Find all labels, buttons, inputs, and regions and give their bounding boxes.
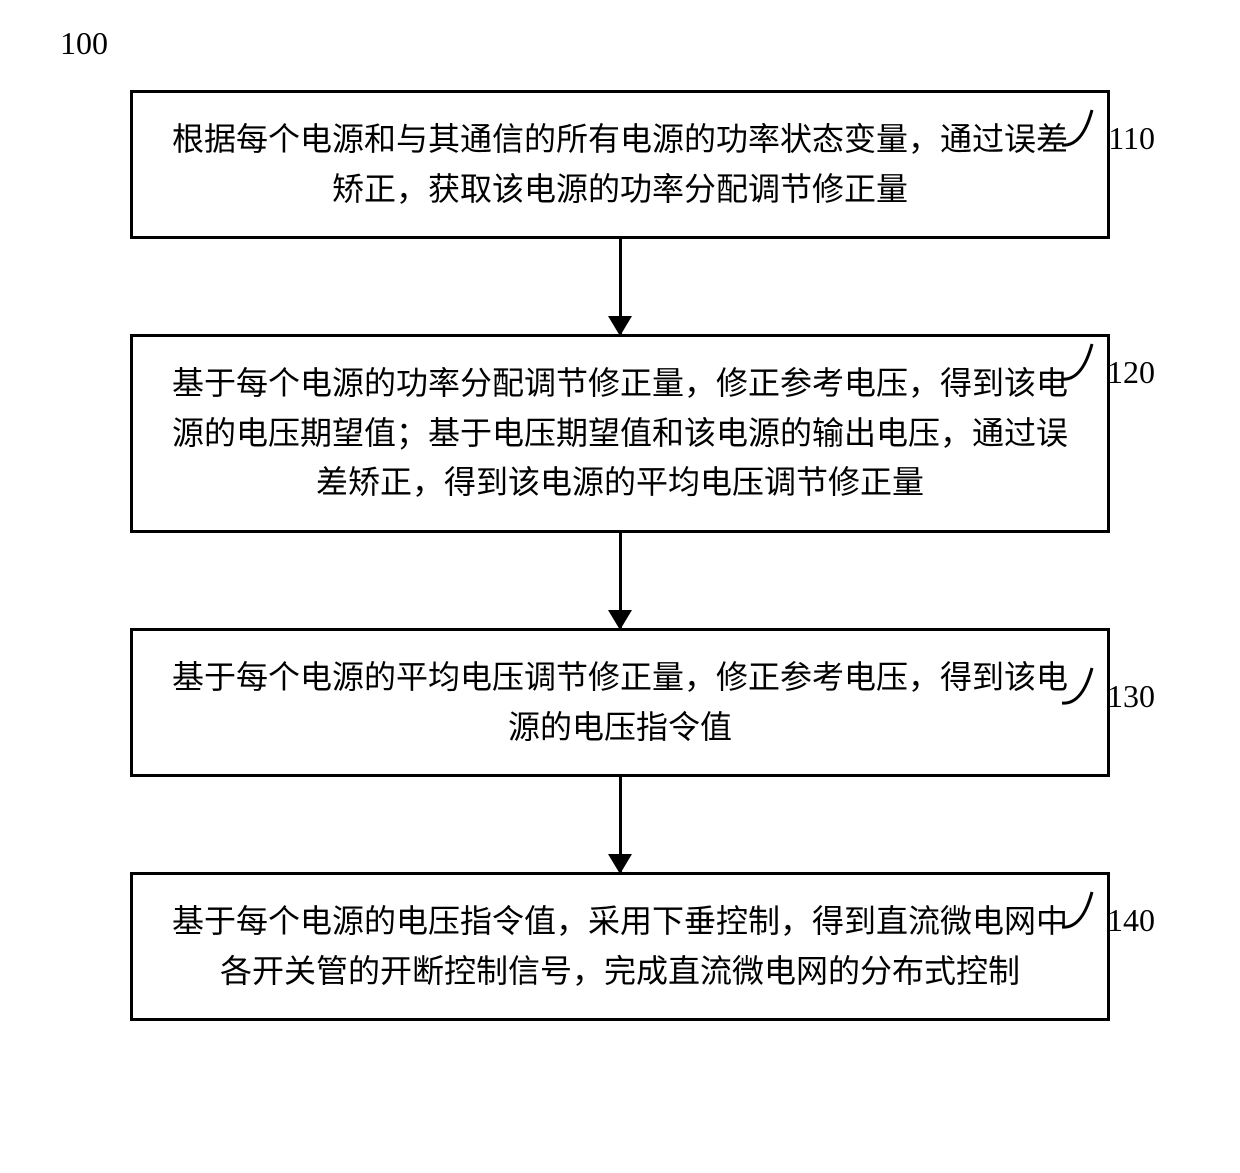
label-connector-120 (1062, 339, 1100, 384)
step-container-120: 基于每个电源的功率分配调节修正量，修正参考电压，得到该电源的电压期望值；基于电压… (50, 334, 1190, 533)
step-container-140: 基于每个电源的电压指令值，采用下垂控制，得到直流微电网中各开关管的开断控制信号，… (50, 872, 1190, 1021)
figure-label: 100 (60, 25, 108, 62)
label-connector-110 (1062, 105, 1100, 150)
arrow-130-140 (619, 777, 622, 872)
arrow-110-120 (619, 239, 622, 334)
flowchart-container: 根据每个电源和与其通信的所有电源的功率状态变量，通过误差矫正，获取该电源的功率分… (50, 90, 1190, 1021)
step-label-130: 130 (1107, 678, 1155, 715)
step-box-120: 基于每个电源的功率分配调节修正量，修正参考电压，得到该电源的电压期望值；基于电压… (130, 334, 1110, 533)
step-box-130: 基于每个电源的平均电压调节修正量，修正参考电压，得到该电源的电压指令值 (130, 628, 1110, 777)
arrow-120-130 (619, 533, 622, 628)
step-label-120: 120 (1107, 354, 1155, 391)
step-container-130: 基于每个电源的平均电压调节修正量，修正参考电压，得到该电源的电压指令值 130 (50, 628, 1190, 777)
step-box-110: 根据每个电源和与其通信的所有电源的功率状态变量，通过误差矫正，获取该电源的功率分… (130, 90, 1110, 239)
label-connector-130 (1062, 663, 1100, 708)
step-label-140: 140 (1107, 902, 1155, 939)
step-container-110: 根据每个电源和与其通信的所有电源的功率状态变量，通过误差矫正，获取该电源的功率分… (50, 90, 1190, 239)
step-box-140: 基于每个电源的电压指令值，采用下垂控制，得到直流微电网中各开关管的开断控制信号，… (130, 872, 1110, 1021)
step-label-110: 110 (1108, 120, 1155, 157)
label-connector-140 (1062, 887, 1100, 932)
